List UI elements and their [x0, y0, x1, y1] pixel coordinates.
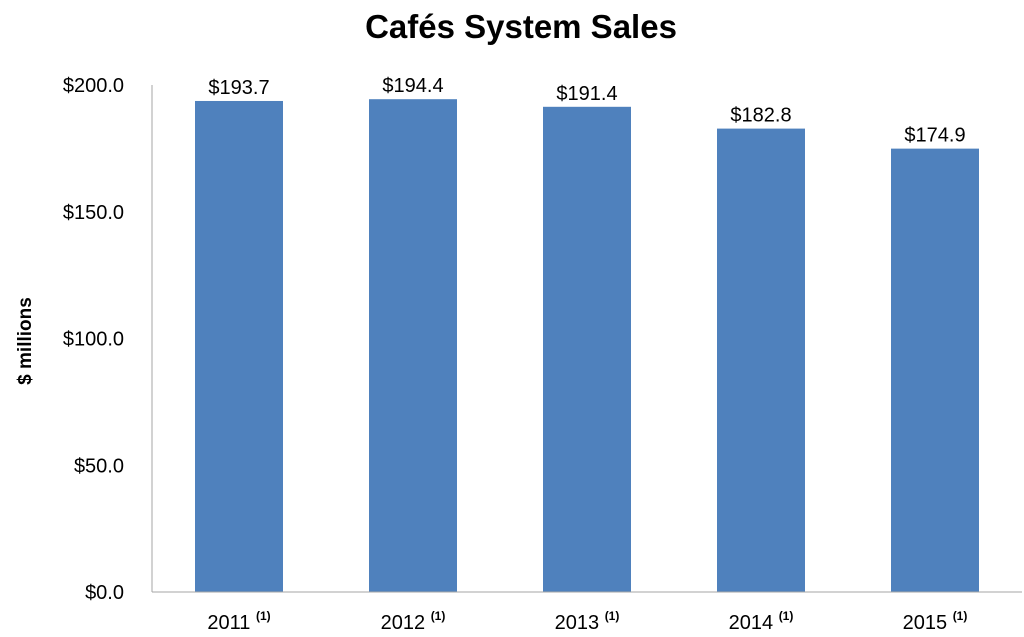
x-tick-footnote: (1): [256, 609, 271, 623]
bar: [717, 128, 805, 593]
x-tick-label: 2015 (1): [903, 609, 968, 634]
data-label: $191.4: [556, 83, 617, 105]
bars: [195, 99, 979, 593]
x-tick-footnote: (1): [953, 609, 968, 623]
data-label: $194.4: [382, 75, 443, 97]
bar: [195, 100, 283, 593]
y-tick-label: $0.0: [85, 582, 124, 604]
x-tick-footnote: (1): [605, 609, 620, 623]
y-axis-ticks: $0.0 $50.0 $100.0 $150.0 $200.0: [63, 75, 124, 604]
data-labels: $193.7 $194.4 $191.4 $182.8 $174.9: [208, 75, 965, 146]
data-label: $174.9: [904, 125, 965, 147]
x-tick-label: 2014 (1): [729, 609, 794, 634]
y-axis-label: $ millions: [15, 297, 36, 385]
x-tick-label: 2011 (1): [207, 609, 270, 634]
x-tick-label: 2013 (1): [555, 609, 620, 634]
bar: [543, 106, 631, 593]
x-tick-footnote: (1): [431, 609, 446, 623]
x-tick-footnote: (1): [779, 609, 794, 623]
chart-title: Cafés System Sales: [365, 8, 677, 45]
y-tick-label: $100.0: [63, 329, 124, 351]
x-axis-ticks: 2011 (1) 2012 (1) 2013 (1) 2014 (1) 2015 (1): [207, 609, 967, 634]
data-label: $182.8: [730, 105, 791, 127]
data-label: $193.7: [208, 77, 269, 99]
x-tick-label: 2012 (1): [381, 609, 446, 634]
y-tick-label: $200.0: [63, 75, 124, 97]
bar: [891, 148, 979, 593]
y-tick-label: $50.0: [74, 455, 124, 477]
y-tick-label: $150.0: [63, 202, 124, 224]
bar: [369, 99, 457, 593]
